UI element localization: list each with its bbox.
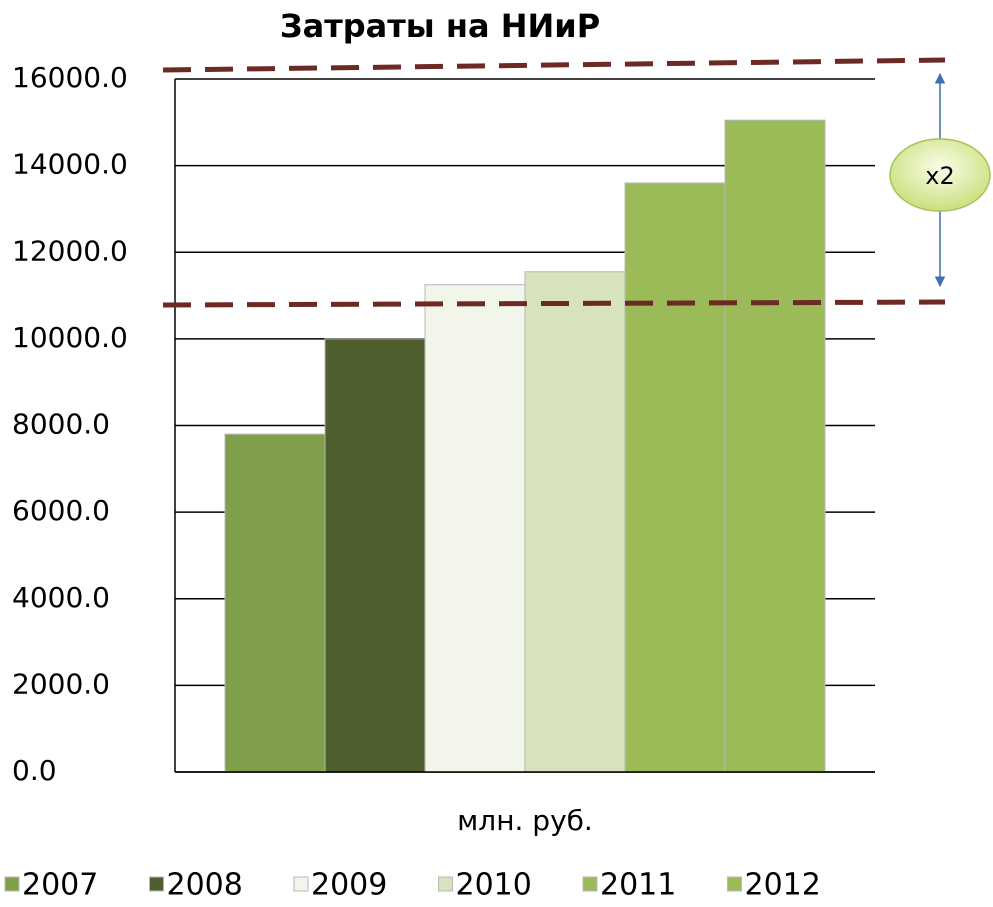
annotation: x2 — [925, 162, 954, 190]
legend-label: 2007 — [22, 868, 98, 903]
legend-label: 2009 — [311, 868, 387, 903]
legend-label: 2010 — [456, 868, 532, 903]
dashed-line — [162, 299, 946, 308]
y-tick-label: 6000.0 — [12, 494, 110, 527]
bar — [224, 433, 326, 773]
legend-swatch — [438, 876, 453, 892]
y-tick-label: 2000.0 — [12, 667, 110, 700]
y-tick-label: 16000.0 — [12, 61, 128, 94]
y-tick-label: 12000.0 — [12, 234, 128, 267]
legend-label: 2012 — [745, 868, 821, 903]
x-tick-label: млн. руб. — [457, 804, 593, 837]
bar — [724, 119, 826, 773]
y-tick-label: 4000.0 — [12, 581, 110, 614]
bar — [624, 182, 726, 773]
y-tick-label: 10000.0 — [12, 321, 128, 354]
legend-swatch — [582, 876, 598, 892]
dashed-line — [162, 57, 946, 73]
legend-swatch — [4, 876, 20, 892]
legend-label: 2008 — [167, 868, 243, 903]
y-tick-label: 0.0 — [12, 754, 57, 787]
bar — [324, 338, 426, 773]
bar — [524, 271, 626, 773]
annotation-bubble — [889, 138, 991, 212]
bar — [424, 284, 526, 773]
y-tick-label: 8000.0 — [12, 408, 110, 441]
y-tick-label: 14000.0 — [12, 148, 128, 181]
legend-label: 2011 — [600, 868, 676, 903]
legend-swatch — [293, 876, 309, 892]
chart-title: Затраты на НИиР — [280, 7, 600, 45]
legend-swatch — [149, 876, 164, 892]
legend-swatch — [727, 876, 742, 892]
